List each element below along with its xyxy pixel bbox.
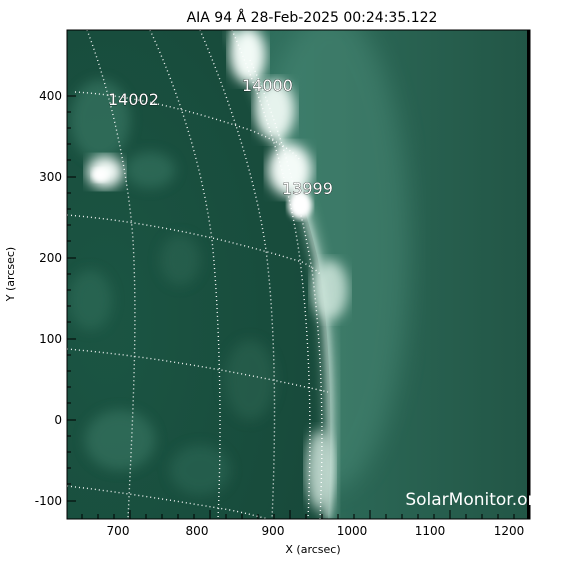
y-tick-label: 400 [39, 89, 62, 103]
y-axis-label: Y (arcsec) [4, 247, 17, 302]
y-tick-label: 300 [39, 170, 62, 184]
x-tick-label: 900 [262, 524, 285, 538]
no-data-strip [527, 30, 530, 519]
x-tick-label: 1100 [415, 524, 446, 538]
active-region-label-13999: 13999 [282, 179, 333, 198]
disk-texture [68, 80, 275, 495]
x-axis [81, 510, 531, 519]
y-tick-label: 0 [54, 413, 62, 427]
x-tick-labels: 700 800 900 1000 1100 1200 [107, 524, 525, 538]
solar-image [67, 30, 530, 519]
x-tick-label: 700 [107, 524, 130, 538]
x-tick-label: 1000 [337, 524, 368, 538]
y-tick-labels: 400 300 200 100 0 -100 [35, 89, 62, 508]
x-tick-label: 1200 [494, 524, 525, 538]
active-region-emission [87, 30, 348, 510]
plot-title: AIA 94 Å 28-Feb-2025 00:24:35.122 [187, 9, 438, 26]
active-region-label-14000: 14000 [242, 76, 293, 95]
y-tick-label: 200 [39, 251, 62, 265]
active-region-label-14002: 14002 [108, 90, 159, 109]
x-axis-label: X (arcsec) [285, 543, 340, 556]
watermark: SolarMonitor.org [405, 490, 545, 510]
y-tick-label: 100 [39, 332, 62, 346]
x-tick-label: 800 [186, 524, 209, 538]
heliographic-grid [67, 30, 329, 519]
y-axis [67, 95, 76, 502]
y-tick-label: -100 [35, 494, 62, 508]
